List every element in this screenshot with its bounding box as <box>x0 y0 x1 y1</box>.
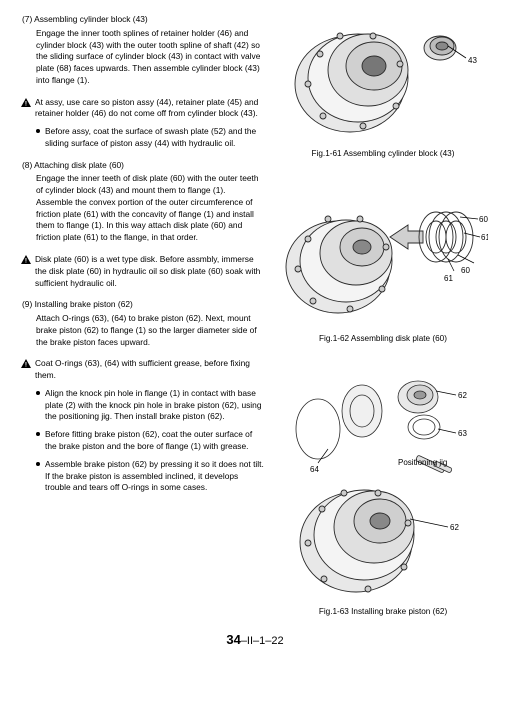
bullet-dot-icon <box>36 391 40 395</box>
figure-1-61: 43 Fig.1-61 Assembling cylinder block (4… <box>272 14 494 159</box>
footer-page-number: 34 <box>226 632 240 647</box>
bullet-dot-icon <box>36 129 40 133</box>
label-43: 43 <box>468 56 477 65</box>
step-7-num: (7) <box>22 14 32 24</box>
bullet-9a: Align the knock pin hole in flange (1) i… <box>16 388 264 423</box>
step-9-title: Installing brake piston (62) <box>35 299 133 309</box>
label-60a: 60 <box>479 215 488 224</box>
svg-text:!: ! <box>25 258 27 265</box>
warning-7: ! At assy, use care so piston assy (44),… <box>16 97 264 121</box>
bullet-9b: Before fitting brake piston (62), coat t… <box>16 429 264 453</box>
figure-1-62: 60 61 60 61 Fig.1-62 Assembling disk pla… <box>272 189 494 344</box>
warning-8: ! Disk plate (60) is a wet type disk. Be… <box>16 254 264 289</box>
step-7-header: (7) Assembling cylinder block (43) <box>16 14 264 26</box>
step-8-num: (8) <box>22 160 32 170</box>
label-61b: 61 <box>444 274 453 283</box>
warning-icon: ! <box>21 255 31 265</box>
label-61a: 61 <box>481 233 488 242</box>
svg-text:!: ! <box>25 362 27 369</box>
bullet-7-text: Before assy, coat the surface of swash p… <box>45 126 264 150</box>
label-positioning-jig: Positioning jig <box>398 458 447 467</box>
label-62b: 62 <box>450 523 459 532</box>
warning-7-text: At assy, use care so piston assy (44), r… <box>35 97 264 121</box>
step-7-title: Assembling cylinder block (43) <box>34 14 148 24</box>
bullet-9a-text: Align the knock pin hole in flange (1) i… <box>45 388 264 423</box>
bullet-9c: Assemble brake piston (62) by pressing i… <box>16 459 264 494</box>
footer-section: –II–1–22 <box>241 635 284 647</box>
step-9-header: (9) Installing brake piston (62) <box>16 299 264 311</box>
figure-1-63-caption: Fig.1-63 Installing brake piston (62) <box>272 606 494 617</box>
warning-8-text: Disk plate (60) is a wet type disk. Befo… <box>35 254 264 289</box>
page: (7) Assembling cylinder block (43) Engag… <box>16 14 494 621</box>
bullet-9c-text: Assemble brake piston (62) by pressing i… <box>45 459 264 494</box>
step-9-body: Attach O-rings (63), (64) to brake pisto… <box>16 313 264 348</box>
bullet-9b-text: Before fitting brake piston (62), coat t… <box>45 429 264 453</box>
text-column: (7) Assembling cylinder block (43) Engag… <box>16 14 264 621</box>
label-63: 63 <box>458 429 467 438</box>
label-60b: 60 <box>461 266 470 275</box>
label-62a: 62 <box>458 391 467 400</box>
bullet-dot-icon <box>36 462 40 466</box>
warning-9: ! Coat O-rings (63), (64) with sufficien… <box>16 358 264 382</box>
warning-icon: ! <box>21 98 31 108</box>
step-8-header: (8) Attaching disk plate (60) <box>16 160 264 172</box>
step-9-num: (9) <box>22 299 32 309</box>
figure-1-63: 62 63 64 Positioning jig <box>272 367 494 617</box>
figure-1-62-caption: Fig.1-62 Assembling disk plate (60) <box>272 333 494 344</box>
warning-9-text: Coat O-rings (63), (64) with sufficient … <box>35 358 264 382</box>
figure-column: 43 Fig.1-61 Assembling cylinder block (4… <box>272 14 494 621</box>
warning-icon: ! <box>21 359 31 369</box>
label-64: 64 <box>310 465 319 474</box>
page-footer: 34–II–1–22 <box>16 631 494 649</box>
svg-text:!: ! <box>25 100 27 107</box>
bullet-dot-icon <box>36 432 40 436</box>
step-7-body: Engage the inner tooth splines of retain… <box>16 28 264 87</box>
step-8-title: Attaching disk plate (60) <box>34 160 124 170</box>
figure-1-61-caption: Fig.1-61 Assembling cylinder block (43) <box>272 148 494 159</box>
bullet-7: Before assy, coat the surface of swash p… <box>16 126 264 150</box>
step-8-body: Engage the inner teeth of disk plate (60… <box>16 173 264 244</box>
